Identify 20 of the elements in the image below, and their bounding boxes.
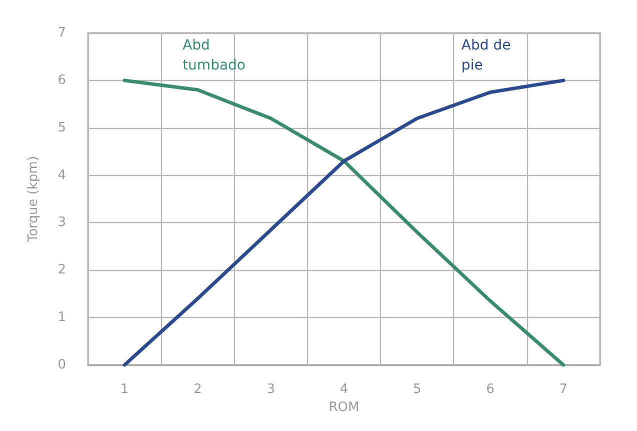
x-tick-label: 7 bbox=[559, 382, 568, 397]
y-tick-label: 0 bbox=[58, 358, 66, 372]
y-tick-label: 6 bbox=[58, 72, 66, 88]
line-series bbox=[122, 78, 566, 367]
y-axis-title: Torque (kpm) bbox=[26, 156, 41, 244]
x-tick-label: 6 bbox=[486, 382, 494, 397]
x-tick-label: 3 bbox=[266, 382, 275, 397]
y-tick-label: 7 bbox=[58, 26, 66, 40]
y-tick-label: 4 bbox=[58, 168, 66, 183]
y-tick-label: 3 bbox=[58, 215, 66, 230]
series-label: Abd de pie bbox=[461, 37, 516, 74]
x-tick-label: 1 bbox=[120, 382, 129, 397]
x-tick-label: 5 bbox=[413, 382, 422, 397]
x-tick-label: 2 bbox=[194, 382, 202, 397]
y-tick-label: 5 bbox=[58, 120, 66, 136]
series-label: Abd tumbado bbox=[182, 37, 246, 74]
y-tick-label: 1 bbox=[58, 310, 66, 326]
x-tick-label: 4 bbox=[340, 382, 348, 397]
x-axis-title: ROM bbox=[328, 400, 360, 415]
y-tick-label: 2 bbox=[58, 262, 66, 278]
